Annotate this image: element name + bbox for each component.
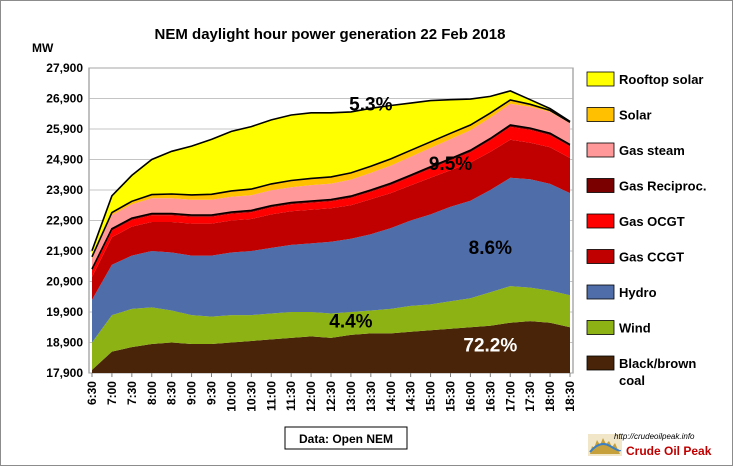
y-tick-label: 19,900: [46, 305, 83, 319]
stack-outline: [91, 124, 571, 270]
chart-title: NEM daylight hour power generation 22 Fe…: [155, 26, 506, 43]
crude-oil-peak-logo: http://crudeoilpeak.info Crude Oil Peak: [588, 432, 712, 458]
x-tick-label: 9:30: [205, 381, 219, 405]
x-tick-label: 13:00: [344, 381, 358, 412]
legend: Rooftop solar Solar Gas steam Gas Reciproc.…: [586, 71, 706, 388]
x-tick-label: 17:00: [503, 381, 517, 412]
legend-label: Wind: [619, 321, 651, 336]
legend-swatch: [586, 71, 615, 87]
share-annotation: 9.5%: [429, 154, 472, 175]
share-annotation: 4.4%: [329, 311, 372, 332]
legend-label: Gas steam: [619, 143, 685, 158]
legend-swatch: [586, 178, 615, 193]
area-gas-ocgt: [92, 126, 570, 277]
y-tick-label: 25,900: [46, 122, 83, 136]
area-rooftop-solar: [92, 90, 570, 257]
x-tick-label: 12:30: [324, 381, 338, 412]
share-annotation: 8.6%: [469, 238, 512, 259]
x-tick-label: 6:30: [85, 381, 99, 405]
x-tick-label: 15:30: [444, 381, 458, 412]
share-annotation: 72.2%: [463, 336, 517, 357]
x-tick-label: 11:30: [284, 381, 298, 411]
logo-name: Crude Oil Peak: [626, 444, 712, 458]
legend-swatch: [586, 107, 615, 122]
y-tick-label: 26,900: [46, 92, 83, 106]
x-tick-label: 14:30: [404, 381, 418, 412]
share-annotation: 5.3%: [349, 95, 392, 116]
source-box: [284, 426, 408, 450]
x-tick-label: 9:00: [185, 381, 199, 405]
area-black-brown-coal: [92, 321, 570, 373]
area-gas-ccgt: [92, 139, 570, 300]
legend-label: Gas OCGT: [619, 214, 685, 229]
x-tick-label: 13:30: [364, 381, 378, 412]
x-tick-label: 18:30: [563, 381, 577, 412]
y-tick-label: 24,900: [46, 153, 83, 167]
x-tick-label: 10:30: [244, 381, 258, 412]
x-tick-label: 8:30: [165, 381, 179, 405]
x-tick-label: 7:30: [125, 381, 139, 405]
y-axis-label: MW: [32, 41, 54, 55]
legend-swatch: [586, 320, 615, 335]
legend-swatch: [586, 213, 615, 229]
legend-label: Solar: [619, 108, 652, 123]
legend-swatch: [586, 249, 615, 264]
y-tick-label: 17,900: [46, 366, 83, 380]
legend-label: Gas Reciproc.: [619, 179, 706, 194]
x-tick-label: 8:00: [145, 381, 159, 405]
legend-swatch: [586, 284, 615, 300]
x-tick-label: 15:00: [424, 381, 438, 412]
y-tick-label: 27,900: [46, 61, 83, 75]
x-tick-label: 18:00: [543, 381, 557, 412]
area-solar: [92, 100, 570, 259]
y-tick-label: 20,900: [46, 275, 83, 289]
legend-label-line2: coal: [619, 373, 645, 388]
stack-outline: [91, 99, 571, 258]
x-tick-label: 14:00: [384, 381, 398, 412]
area-gas-steam: [92, 103, 570, 269]
plot-area: 27,900 26,900 25,900 24,900 23,900 22,900 21,9…: [46, 61, 577, 412]
x-tick-label: 16:00: [463, 381, 477, 412]
legend-label: Hydro: [619, 285, 657, 300]
x-tick-label: 10:00: [224, 381, 238, 412]
x-tick-label: 16:30: [483, 381, 497, 412]
x-tick-label: 17:30: [523, 381, 537, 412]
y-tick-label: 18,900: [46, 336, 83, 350]
legend-label: Gas CCGT: [619, 250, 684, 265]
legend-swatch: [586, 142, 615, 158]
x-tick-label: 12:00: [304, 381, 318, 412]
logo-url: http://crudeoilpeak.info: [614, 432, 695, 441]
y-tick-label: 21,900: [46, 244, 83, 258]
legend-swatch: [586, 355, 615, 371]
x-tick-label: 7:00: [105, 381, 119, 405]
stack-outline: [91, 90, 571, 251]
legend-label: Rooftop solar: [619, 72, 704, 87]
x-tick-label: 11:00: [264, 381, 278, 411]
source-note: Data: Open NEM: [299, 432, 393, 446]
y-tick-label: 22,900: [46, 214, 83, 228]
y-tick-label: 23,900: [46, 183, 83, 197]
area-wind: [92, 286, 570, 370]
area-hydro: [92, 177, 570, 343]
legend-label: Black/brown: [619, 356, 696, 371]
